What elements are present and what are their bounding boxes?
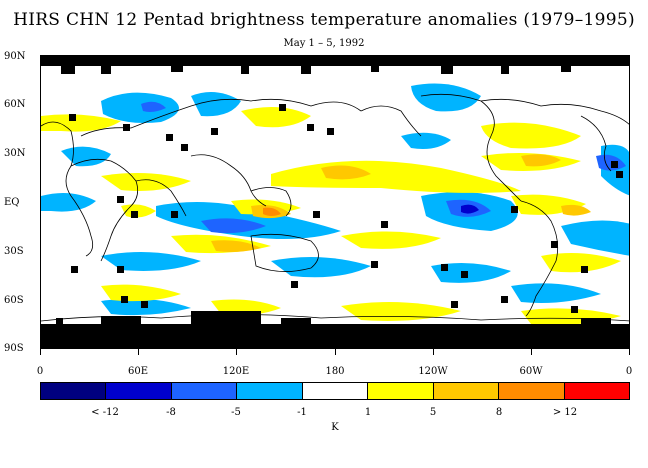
- colorbar-label: -8: [166, 407, 176, 418]
- x-label-120w: 120W: [418, 366, 448, 377]
- anomaly-map: [40, 55, 630, 349]
- y-label-90n: 90N: [4, 51, 26, 62]
- x-label-60w: 60W: [519, 366, 543, 377]
- cold-anomaly-regions: [41, 83, 629, 316]
- colorbar-label: -5: [231, 407, 241, 418]
- colorbar-label: < -12: [91, 407, 119, 418]
- warm-strong-anomaly-regions: [211, 154, 591, 252]
- colorbar-segment: [170, 383, 237, 399]
- x-tick: [236, 349, 237, 355]
- missing-data-regions: [41, 56, 629, 348]
- colorbar-segment: [432, 383, 499, 399]
- y-label-30s: 30S: [4, 246, 24, 257]
- colorbar-segment: [367, 383, 433, 399]
- y-label-60n: 60N: [4, 99, 26, 110]
- colorbar-segment: [236, 383, 302, 399]
- x-tick: [433, 349, 434, 355]
- map-title: HIRS CHN 12 Pentad brightness temperatur…: [13, 10, 635, 30]
- x-label-60e: 60E: [127, 366, 149, 377]
- y-label-30n: 30N: [4, 148, 26, 159]
- colorbar-label: 5: [429, 407, 437, 418]
- map-subtitle: May 1 – 5, 1992: [283, 38, 365, 49]
- colorbar-segment: [498, 383, 564, 399]
- x-label-0: 0: [36, 366, 44, 377]
- color-scale-bar: [40, 382, 630, 400]
- colorbar-label: > 12: [552, 407, 578, 418]
- anomaly-map-svg: [41, 56, 629, 348]
- x-tick: [40, 349, 41, 355]
- colorbar-label: -1: [297, 407, 307, 418]
- cold-extreme-anomaly-regions: [461, 204, 479, 214]
- x-label-180: 180: [325, 366, 345, 377]
- colorbar-segment: [41, 383, 106, 399]
- y-label-60s: 60S: [4, 295, 24, 306]
- cold-strong-anomaly-regions: [141, 101, 626, 234]
- x-tick: [629, 349, 630, 355]
- colorbar-label: 8: [495, 407, 503, 418]
- colorbar-segment: [301, 383, 368, 399]
- x-tick: [335, 349, 336, 355]
- x-label-120e: 120E: [222, 366, 250, 377]
- x-tick: [531, 349, 532, 355]
- colorbar-segment: [563, 383, 629, 399]
- colorbar-label: 1: [364, 407, 372, 418]
- colorbar-segment: [105, 383, 171, 399]
- x-tick: [138, 349, 139, 355]
- warm-extreme-anomaly-regions: [263, 207, 281, 216]
- colorbar-unit: K: [331, 422, 339, 433]
- y-label-eq: EQ: [4, 197, 20, 208]
- x-label-0-end: 0: [625, 366, 633, 377]
- y-label-90s: 90S: [4, 343, 24, 354]
